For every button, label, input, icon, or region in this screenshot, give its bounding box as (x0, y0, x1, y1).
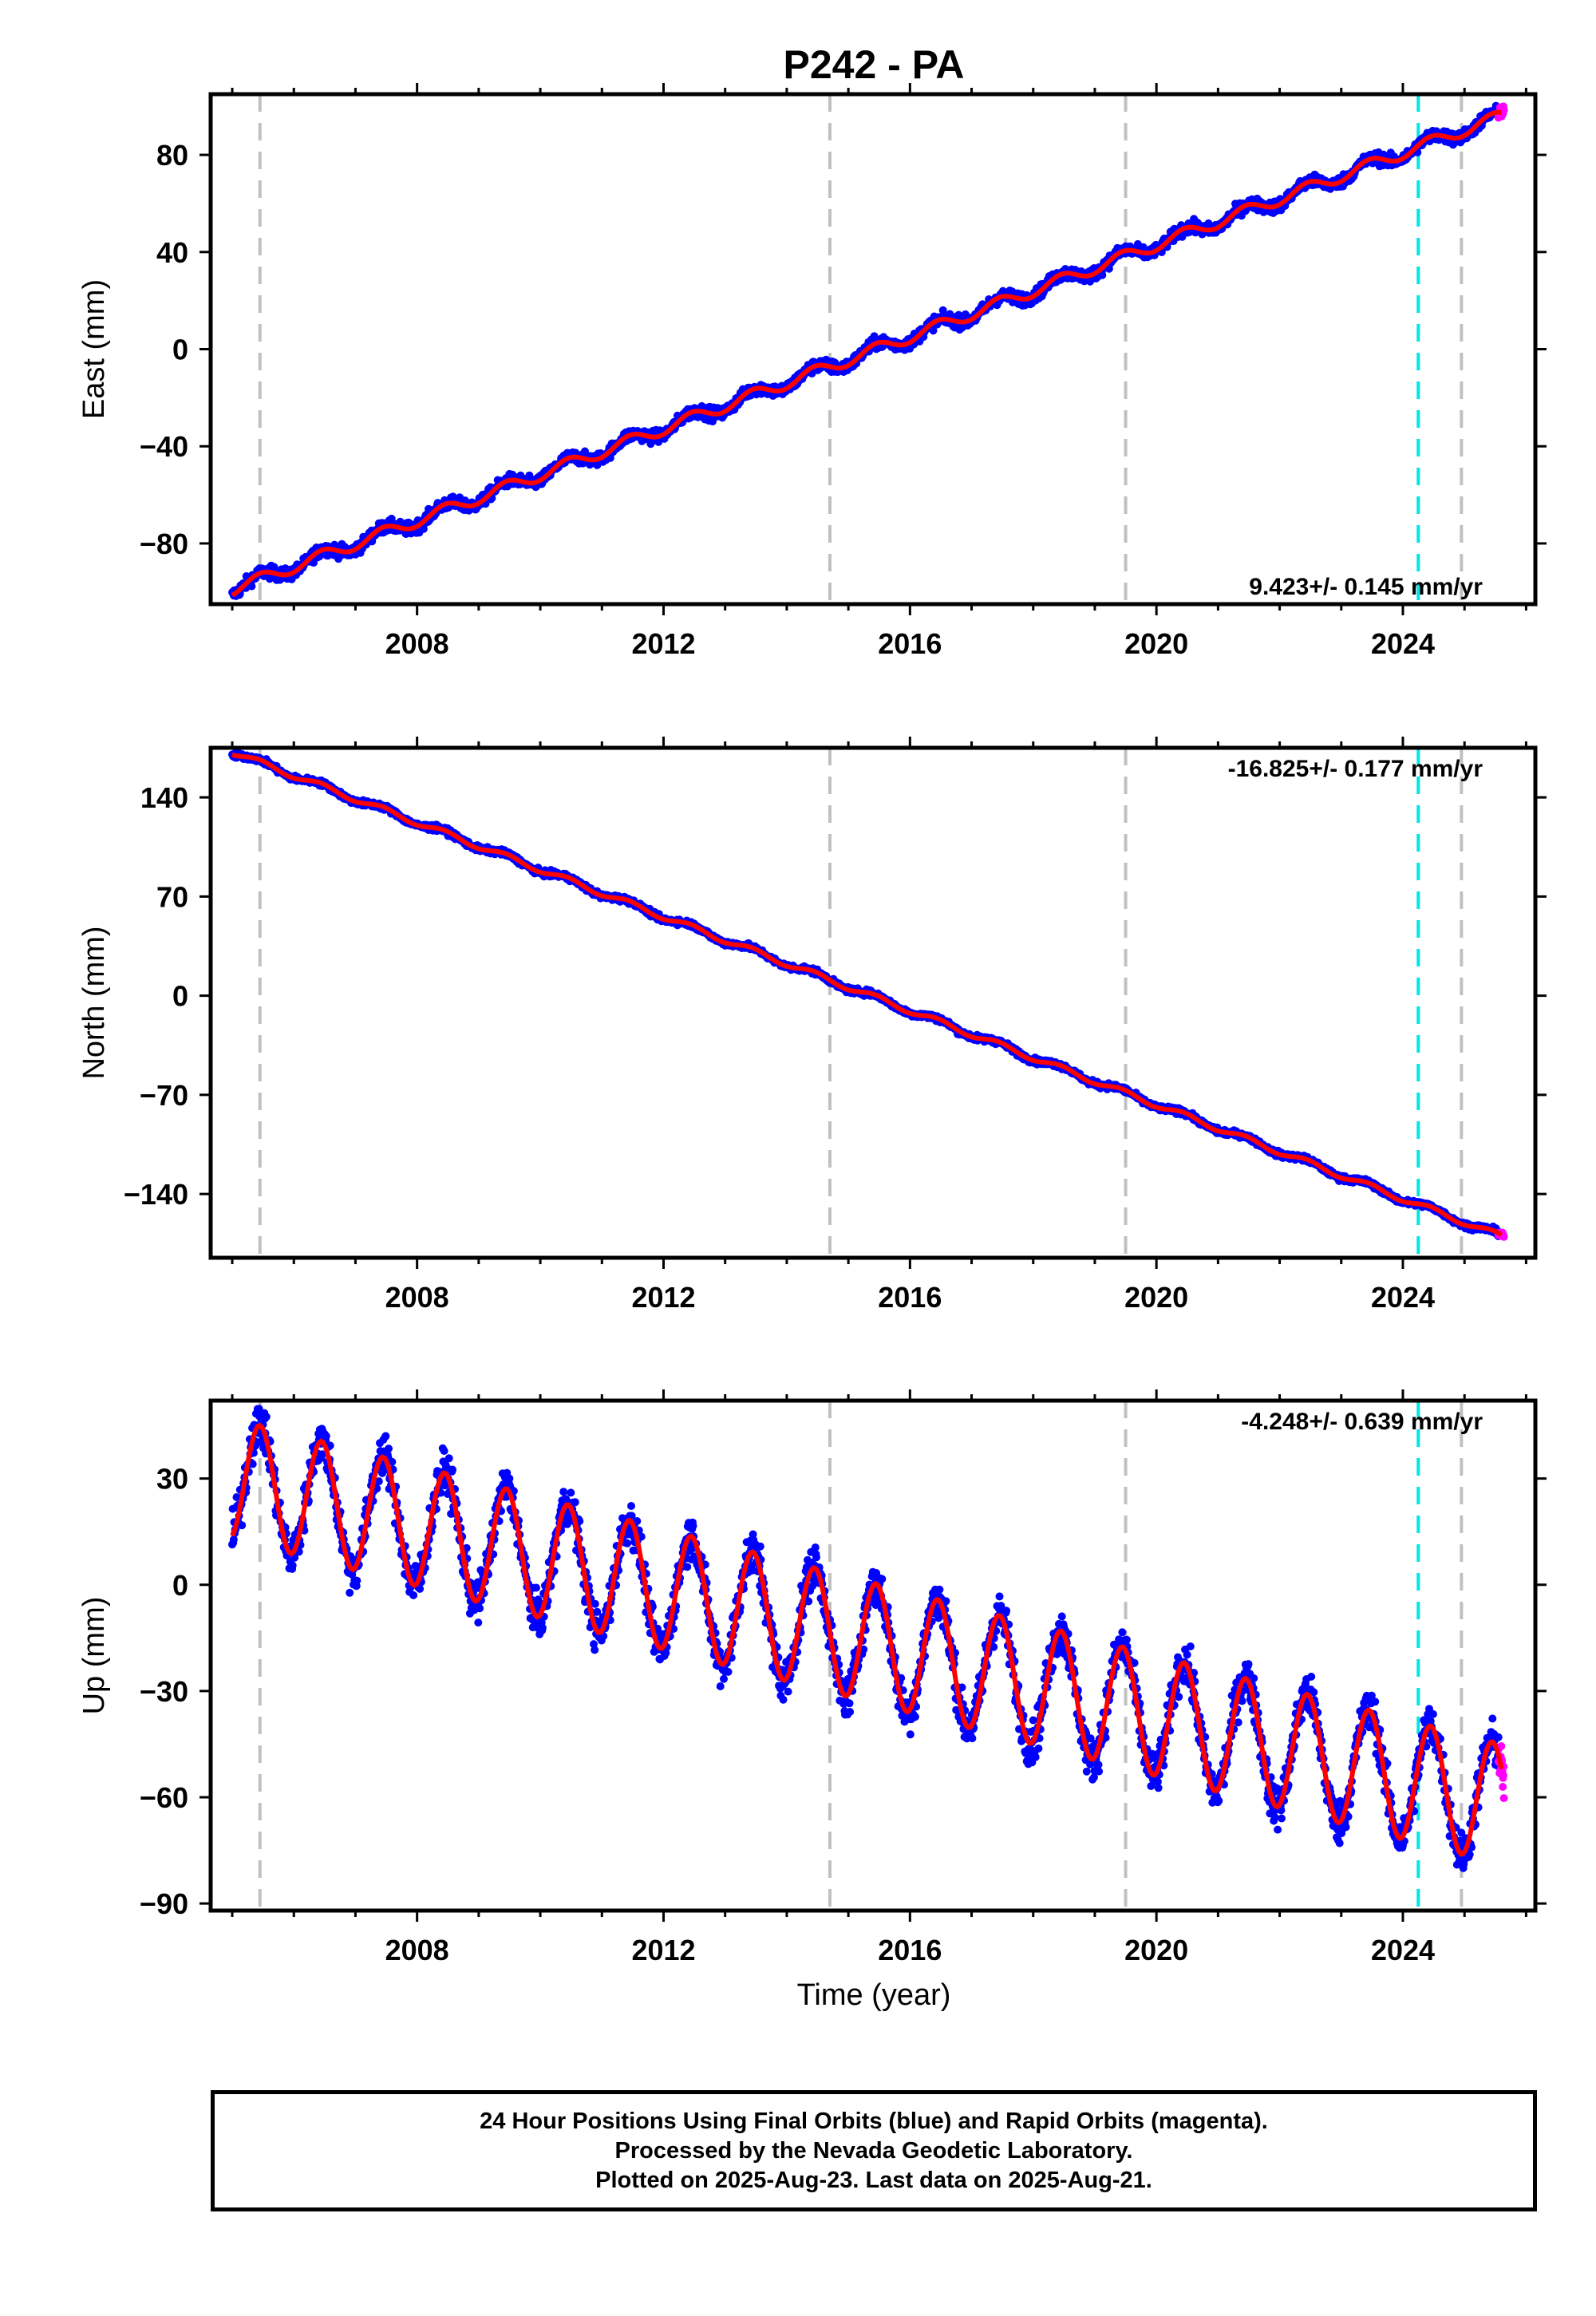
chart-title: P242 - PA (784, 42, 965, 87)
y-tick-label: 0 (172, 334, 188, 366)
x-tick-label: 2020 (1124, 627, 1188, 660)
east-panel: 2008 2012 2016 2020 2024 −80 −40 0 40 80 East (mm)… (77, 83, 1547, 660)
model-curve (231, 109, 1502, 598)
x-tick-label: 2008 (385, 627, 449, 660)
final-orbit-point (929, 326, 938, 335)
y-tick-label: −40 (140, 430, 188, 463)
x-tick-label: 2012 (631, 627, 695, 660)
y-tick-label: 80 (156, 139, 188, 172)
x-tick-label: 2024 (1371, 627, 1435, 660)
final-orbit-point (954, 310, 963, 319)
plot-area (228, 748, 1508, 1258)
final-orbit-point (1098, 271, 1107, 279)
rapid-orbit-point (1499, 105, 1508, 114)
final-orbit-point (247, 582, 256, 591)
y-axis-label: East (mm) (77, 279, 111, 419)
y-tick-label: 40 (156, 236, 188, 269)
final-orbit-point (1104, 264, 1113, 273)
y-tick-label: −80 (140, 528, 188, 560)
x-tick-label: 2016 (878, 627, 942, 660)
velocity-rate-label: 9.423+/- 0.145 mm/yr (1249, 574, 1483, 600)
plot-area (228, 94, 1508, 604)
final-orbit-point (419, 524, 428, 533)
